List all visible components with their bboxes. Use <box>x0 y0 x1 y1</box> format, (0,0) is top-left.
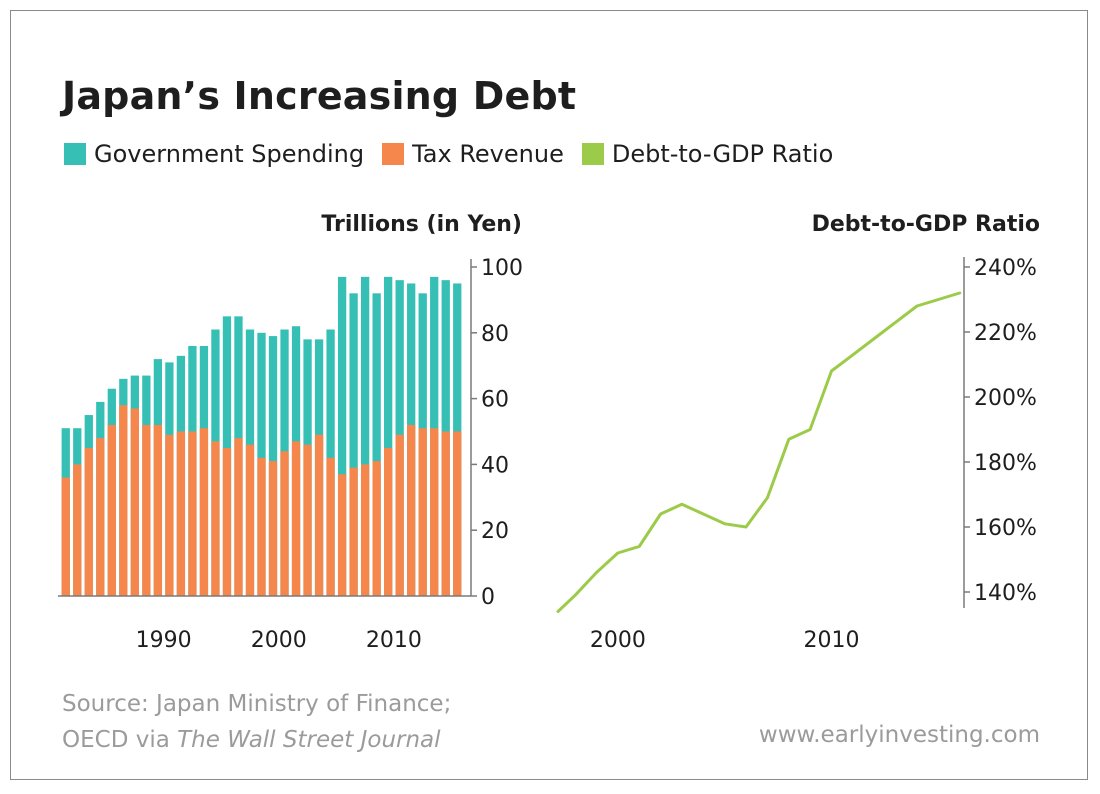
line-y-tick-label-220: 220% <box>974 321 1037 346</box>
bar-tax-revenue-1997 <box>245 444 255 596</box>
bar-government-spending-2005 <box>337 276 347 596</box>
bar-tax-revenue-2006 <box>349 467 358 596</box>
legend-item-government-spending: Government Spending <box>64 140 364 168</box>
legend-label-government-spending: Government Spending <box>94 140 365 168</box>
bar-tax-revenue-2002 <box>303 444 312 596</box>
bar-tax-revenue-1986 <box>119 405 128 596</box>
bar-y-tick-label-100: 100 <box>481 256 523 281</box>
bar-tax-revenue-1982 <box>73 464 82 596</box>
bar-tax-revenue-1981 <box>61 477 70 596</box>
bar-tax-revenue-2009 <box>384 447 393 596</box>
bar-tax-revenue-2004 <box>326 457 335 596</box>
bar-tax-revenue-1995 <box>222 447 232 596</box>
bar-government-spending-2008 <box>372 293 381 596</box>
line-x-tick-label-2010: 2010 <box>804 628 860 653</box>
line-y-tick-label-160: 160% <box>974 516 1037 541</box>
bar-tax-revenue-1985 <box>107 424 116 596</box>
line-chart-title: Debt-to-GDP Ratio <box>812 212 1040 237</box>
bar-tax-revenue-1994 <box>211 441 220 596</box>
source-note: Source: Japan Ministry of Finance; OECD … <box>62 686 451 758</box>
bar-tax-revenue-1992 <box>188 431 197 596</box>
legend-swatch-government-spending <box>64 143 86 165</box>
bar-tax-revenue-2001 <box>291 441 301 596</box>
bar-tax-revenue-2003 <box>314 434 324 596</box>
bar-tax-revenue-1991 <box>176 431 186 596</box>
source-publication: The Wall Street Journal <box>177 727 441 753</box>
bar-x-tick-label-1990: 1990 <box>136 628 192 653</box>
bar-x-tick-label-2000: 2000 <box>251 628 307 653</box>
bar-tax-revenue-2000 <box>280 451 289 596</box>
legend-label-debt-to-gdp: Debt-to-GDP Ratio <box>611 140 834 168</box>
bar-tax-revenue-2007 <box>360 464 370 596</box>
website-credit: www.earlyinvesting.com <box>758 722 1040 748</box>
legend-label-tax-revenue: Tax Revenue <box>412 140 564 168</box>
bar-tax-revenue-1993 <box>199 428 209 596</box>
source-line-1: Source: Japan Ministry of Finance; <box>62 691 452 717</box>
bar-tax-revenue-2011 <box>407 424 416 596</box>
source-line-2: OECD via The Wall Street Journal <box>62 722 451 758</box>
legend: Government Spending Tax Revenue Debt-to-… <box>64 140 851 168</box>
legend-item-tax-revenue: Tax Revenue <box>382 140 564 168</box>
bar-tax-revenue-1987 <box>130 408 139 596</box>
bar-tax-revenue-1983 <box>84 447 93 596</box>
bar-tax-revenue-1998 <box>257 457 266 596</box>
bar-tax-revenue-1999 <box>268 461 278 596</box>
bar-tax-revenue-2013 <box>430 428 439 596</box>
bar-y-tick-label-20: 20 <box>481 519 509 544</box>
bar-tax-revenue-1988 <box>142 424 151 596</box>
bar-y-tick-label-60: 60 <box>481 388 509 413</box>
bar-y-tick-label-0: 0 <box>481 585 495 610</box>
bar-y-tick-label-80: 80 <box>481 322 509 347</box>
bar-tax-revenue-2010 <box>395 434 404 596</box>
bar-y-tick-label-40: 40 <box>481 453 509 478</box>
bar-tax-revenue-1996 <box>234 438 243 596</box>
line-y-tick-label-180: 180% <box>974 451 1037 476</box>
bar-government-spending-2009 <box>384 276 393 596</box>
line-x-tick-label-2000: 2000 <box>590 628 646 653</box>
chart-title: Japan’s Increasing Debt <box>62 74 577 118</box>
legend-swatch-debt-to-gdp <box>581 143 604 165</box>
bar-tax-revenue-2005 <box>337 474 347 596</box>
bar-government-spending-2007 <box>360 276 370 596</box>
bar-x-tick-label-2010: 2010 <box>366 628 422 653</box>
source-line-2-prefix: OECD via <box>62 727 178 753</box>
bar-government-spending-2006 <box>349 293 358 596</box>
bar-tax-revenue-2014 <box>441 431 450 596</box>
bar-tax-revenue-2015 <box>453 431 462 596</box>
legend-item-debt-to-gdp: Debt-to-GDP Ratio <box>581 140 834 168</box>
bar-chart-title: Trillions (in Yen) <box>321 212 522 237</box>
bar-tax-revenue-2008 <box>372 461 381 596</box>
line-y-tick-label-200: 200% <box>974 386 1037 411</box>
line-y-tick-label-140: 140% <box>974 581 1037 606</box>
bar-tax-revenue-2012 <box>418 428 427 596</box>
legend-swatch-tax-revenue <box>382 143 405 165</box>
bar-tax-revenue-1984 <box>96 438 105 596</box>
bar-tax-revenue-1989 <box>153 424 163 596</box>
series-line-debt-to-gdp <box>556 291 962 613</box>
line-y-tick-label-240: 240% <box>974 256 1037 281</box>
bar-tax-revenue-1990 <box>165 434 174 596</box>
